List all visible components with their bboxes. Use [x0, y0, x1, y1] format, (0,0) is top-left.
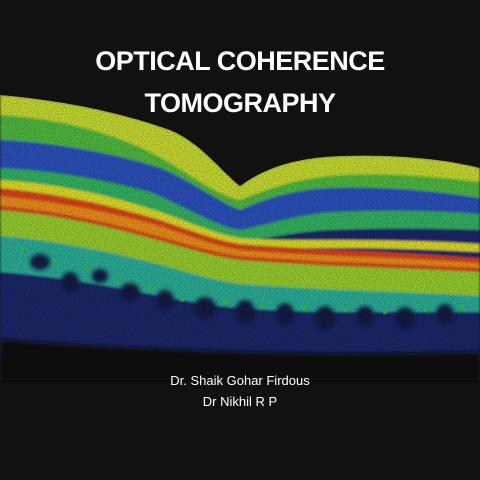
- author-credits: Dr. Shaik Gohar Firdous Dr Nikhil R P: [0, 370, 480, 412]
- author-name: Dr. Shaik Gohar Firdous: [170, 373, 310, 388]
- author-name: Dr Nikhil R P: [202, 394, 278, 409]
- slide-title: OPTICAL COHERENCE TOMOGRAPHY: [0, 40, 480, 124]
- title-line-1: OPTICAL COHERENCE: [95, 46, 385, 76]
- title-line-2: TOMOGRAPHY: [144, 88, 336, 118]
